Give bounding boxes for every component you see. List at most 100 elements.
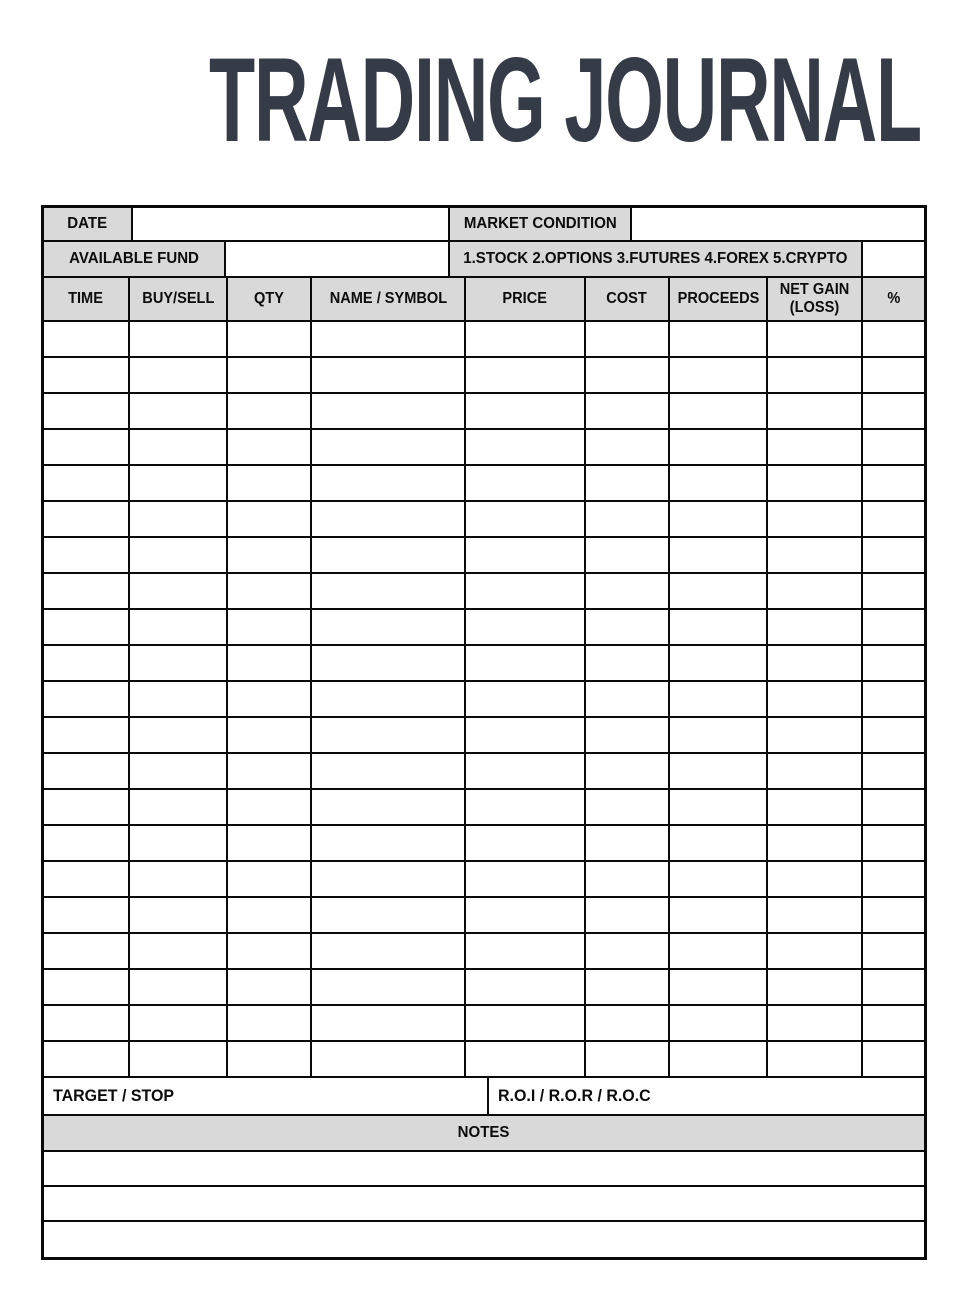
trade-cell-cost[interactable] xyxy=(586,826,670,860)
trade-cell-price[interactable] xyxy=(466,322,586,356)
target-stop-field[interactable]: TARGET / STOP xyxy=(44,1078,489,1114)
trade-cell-percent[interactable] xyxy=(863,862,924,896)
trade-cell-name-symbol[interactable] xyxy=(312,502,466,536)
trade-cell-time[interactable] xyxy=(44,610,130,644)
trade-cell-time[interactable] xyxy=(44,538,130,572)
trade-cell-price[interactable] xyxy=(466,466,586,500)
trade-cell-cost[interactable] xyxy=(586,502,670,536)
trade-cell-buy-sell[interactable] xyxy=(130,1006,228,1040)
trade-cell-proceeds[interactable] xyxy=(670,718,768,752)
trade-cell-buy-sell[interactable] xyxy=(130,502,228,536)
trade-cell-proceeds[interactable] xyxy=(670,646,768,680)
trade-cell-buy-sell[interactable] xyxy=(130,322,228,356)
trade-cell-percent[interactable] xyxy=(863,1006,924,1040)
trade-cell-net-gain[interactable] xyxy=(768,1042,863,1076)
trade-cell-percent[interactable] xyxy=(863,610,924,644)
trade-cell-name-symbol[interactable] xyxy=(312,646,466,680)
trade-cell-price[interactable] xyxy=(466,1042,586,1076)
trade-cell-percent[interactable] xyxy=(863,1042,924,1076)
trade-cell-name-symbol[interactable] xyxy=(312,682,466,716)
trade-cell-cost[interactable] xyxy=(586,394,670,428)
trade-cell-percent[interactable] xyxy=(863,646,924,680)
trade-cell-proceeds[interactable] xyxy=(670,322,768,356)
trade-cell-proceeds[interactable] xyxy=(670,1042,768,1076)
trade-cell-buy-sell[interactable] xyxy=(130,574,228,608)
trade-cell-percent[interactable] xyxy=(863,322,924,356)
trade-cell-proceeds[interactable] xyxy=(670,970,768,1004)
trade-cell-qty[interactable] xyxy=(228,1006,312,1040)
notes-line[interactable] xyxy=(44,1222,924,1257)
trade-cell-percent[interactable] xyxy=(863,538,924,572)
trade-cell-qty[interactable] xyxy=(228,1042,312,1076)
trade-cell-cost[interactable] xyxy=(586,358,670,392)
trade-cell-buy-sell[interactable] xyxy=(130,646,228,680)
trade-cell-time[interactable] xyxy=(44,430,130,464)
trade-cell-time[interactable] xyxy=(44,934,130,968)
trade-cell-buy-sell[interactable] xyxy=(130,394,228,428)
trade-cell-name-symbol[interactable] xyxy=(312,538,466,572)
trade-cell-net-gain[interactable] xyxy=(768,970,863,1004)
trade-cell-price[interactable] xyxy=(466,754,586,788)
trade-cell-net-gain[interactable] xyxy=(768,358,863,392)
trade-cell-time[interactable] xyxy=(44,574,130,608)
notes-line[interactable] xyxy=(44,1152,924,1185)
trade-cell-buy-sell[interactable] xyxy=(130,1042,228,1076)
trade-cell-time[interactable] xyxy=(44,718,130,752)
trade-cell-name-symbol[interactable] xyxy=(312,610,466,644)
trade-cell-qty[interactable] xyxy=(228,862,312,896)
trade-cell-cost[interactable] xyxy=(586,790,670,824)
trade-cell-net-gain[interactable] xyxy=(768,502,863,536)
trade-cell-qty[interactable] xyxy=(228,358,312,392)
trade-cell-percent[interactable] xyxy=(863,682,924,716)
market-condition-input[interactable] xyxy=(632,208,924,240)
trade-cell-name-symbol[interactable] xyxy=(312,1042,466,1076)
trade-cell-price[interactable] xyxy=(466,502,586,536)
trade-cell-cost[interactable] xyxy=(586,322,670,356)
trade-cell-buy-sell[interactable] xyxy=(130,970,228,1004)
trade-cell-price[interactable] xyxy=(466,646,586,680)
trade-cell-cost[interactable] xyxy=(586,466,670,500)
trade-cell-buy-sell[interactable] xyxy=(130,826,228,860)
trade-cell-percent[interactable] xyxy=(863,430,924,464)
trade-cell-buy-sell[interactable] xyxy=(130,898,228,932)
trade-cell-cost[interactable] xyxy=(586,898,670,932)
trade-cell-price[interactable] xyxy=(466,790,586,824)
trade-cell-time[interactable] xyxy=(44,862,130,896)
trade-cell-net-gain[interactable] xyxy=(768,862,863,896)
trade-cell-percent[interactable] xyxy=(863,718,924,752)
trade-cell-proceeds[interactable] xyxy=(670,574,768,608)
trade-cell-name-symbol[interactable] xyxy=(312,574,466,608)
trade-cell-qty[interactable] xyxy=(228,538,312,572)
trade-cell-name-symbol[interactable] xyxy=(312,1006,466,1040)
trade-cell-time[interactable] xyxy=(44,394,130,428)
trade-cell-percent[interactable] xyxy=(863,466,924,500)
trade-cell-price[interactable] xyxy=(466,826,586,860)
trade-cell-qty[interactable] xyxy=(228,790,312,824)
trade-cell-qty[interactable] xyxy=(228,934,312,968)
trade-cell-net-gain[interactable] xyxy=(768,646,863,680)
trade-cell-proceeds[interactable] xyxy=(670,934,768,968)
trade-cell-proceeds[interactable] xyxy=(670,1006,768,1040)
trade-cell-net-gain[interactable] xyxy=(768,898,863,932)
trade-cell-time[interactable] xyxy=(44,754,130,788)
trade-cell-price[interactable] xyxy=(466,1006,586,1040)
trade-cell-cost[interactable] xyxy=(586,934,670,968)
trade-cell-buy-sell[interactable] xyxy=(130,754,228,788)
trade-cell-proceeds[interactable] xyxy=(670,610,768,644)
trade-cell-buy-sell[interactable] xyxy=(130,430,228,464)
trade-cell-time[interactable] xyxy=(44,1042,130,1076)
trade-cell-cost[interactable] xyxy=(586,718,670,752)
roi-ror-roc-field[interactable]: R.O.I / R.O.R / R.O.C xyxy=(489,1078,924,1114)
trade-cell-cost[interactable] xyxy=(586,538,670,572)
trade-cell-percent[interactable] xyxy=(863,358,924,392)
trade-cell-net-gain[interactable] xyxy=(768,538,863,572)
trade-cell-qty[interactable] xyxy=(228,646,312,680)
trade-cell-qty[interactable] xyxy=(228,754,312,788)
trade-cell-price[interactable] xyxy=(466,862,586,896)
trade-cell-qty[interactable] xyxy=(228,466,312,500)
available-fund-input[interactable] xyxy=(226,242,450,276)
trade-cell-time[interactable] xyxy=(44,322,130,356)
trade-cell-net-gain[interactable] xyxy=(768,574,863,608)
trade-cell-percent[interactable] xyxy=(863,394,924,428)
trade-cell-percent[interactable] xyxy=(863,826,924,860)
